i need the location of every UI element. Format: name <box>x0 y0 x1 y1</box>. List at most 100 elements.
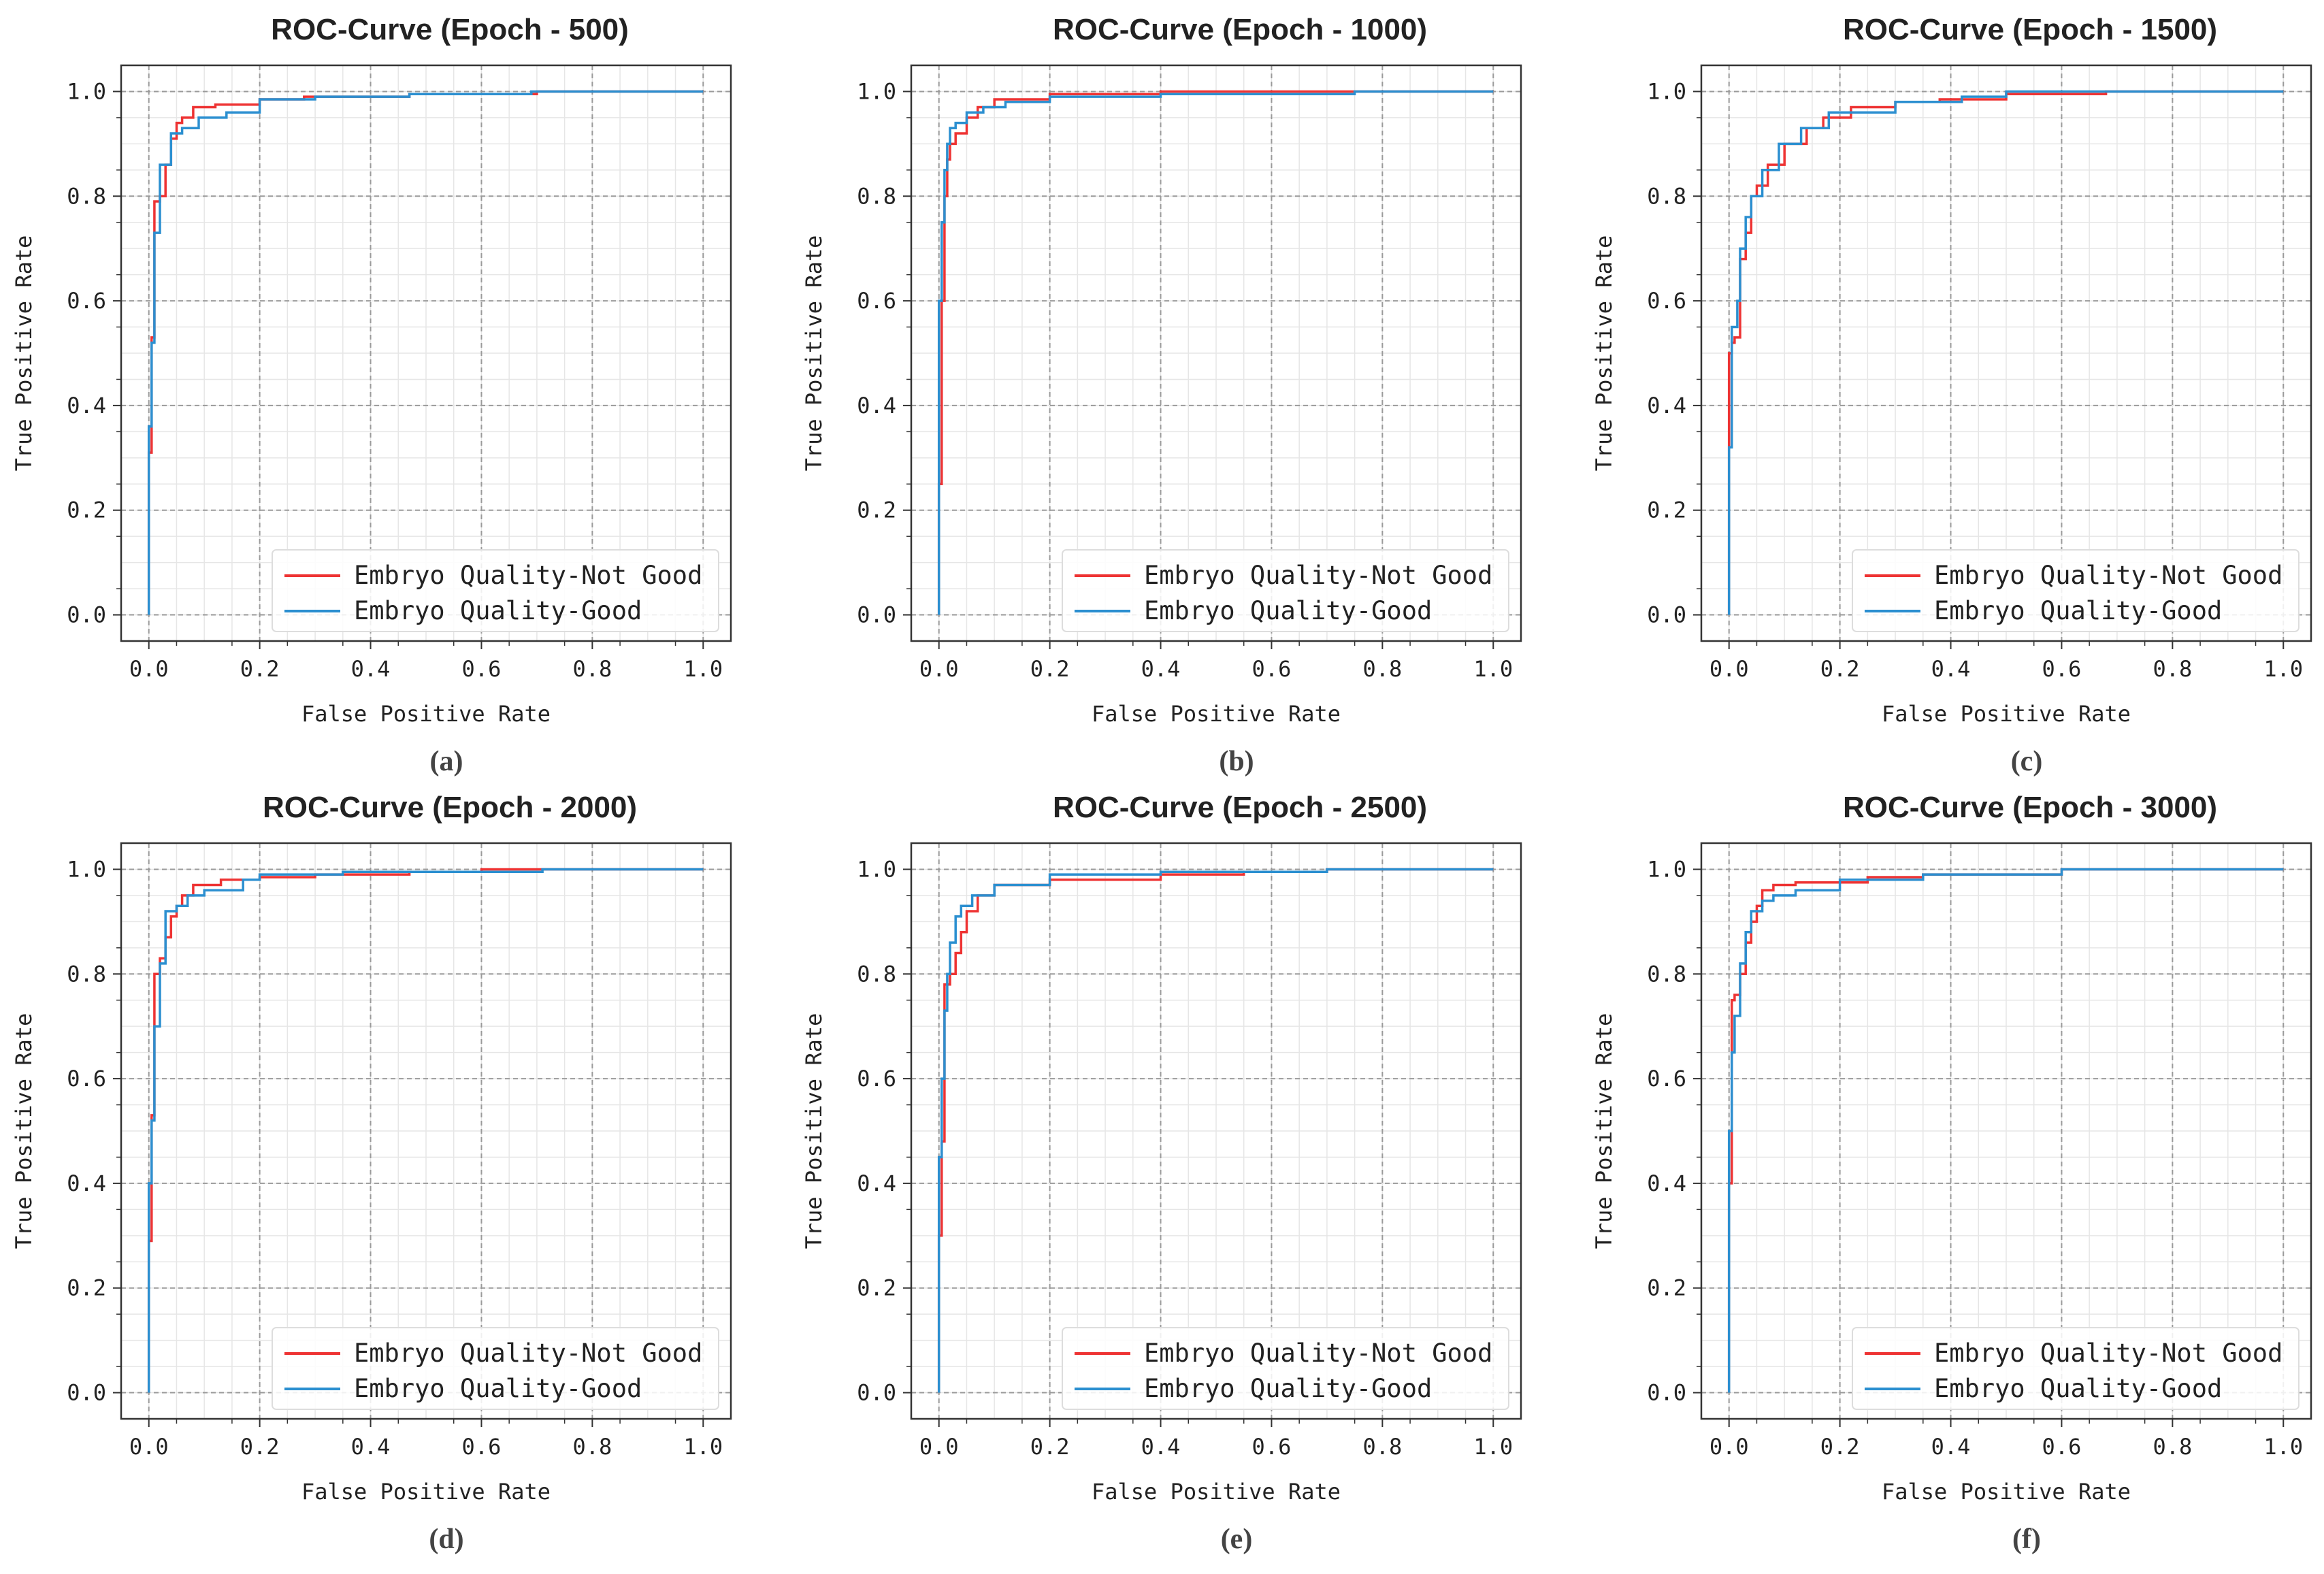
x-tick-label: 0.0 <box>129 1434 169 1460</box>
panel-caption: (a) <box>430 746 463 777</box>
y-tick-label: 0.6 <box>857 288 896 314</box>
y-tick-label: 0.0 <box>857 1380 896 1406</box>
x-axis-label: False Positive Rate <box>1092 1479 1341 1505</box>
x-tick-label: 0.8 <box>572 656 612 682</box>
y-tick-label: 0.0 <box>1647 1380 1686 1406</box>
x-tick-label: 0.0 <box>1709 656 1749 682</box>
chart-title: ROC-Curve (Epoch - 1000) <box>1053 13 1427 46</box>
legend-label-good: Embryo Quality-Good <box>1934 596 2222 625</box>
y-tick-label: 0.4 <box>1647 393 1686 419</box>
legend-label-not-good: Embryo Quality-Not Good <box>1934 561 2282 590</box>
x-tick-label: 0.4 <box>1141 1434 1181 1460</box>
roc-line-good <box>147 868 704 1393</box>
legend-box <box>272 1327 719 1410</box>
y-tick-label: 0.8 <box>67 961 106 987</box>
y-axis-label: True Positive Rate <box>1591 235 1617 472</box>
y-tick-label: 1.0 <box>67 78 106 104</box>
roc-line-good <box>1727 868 2284 1393</box>
x-tick-label: 1.0 <box>683 1434 723 1460</box>
panel-caption: (e) <box>1221 1524 1253 1555</box>
legend-label-good: Embryo Quality-Good <box>1934 1374 2222 1403</box>
x-tick-label: 1.0 <box>2263 656 2303 682</box>
chart-title: ROC-Curve (Epoch - 1500) <box>1843 13 2217 46</box>
chart-panel-6: 0.0 0.2 0.4 0.6 0.8 1.0 0.0 0.2 0.4 0.6 0.8 1.0 ROC-… <box>1591 791 2312 1555</box>
y-tick-label: 0.6 <box>67 1066 106 1092</box>
x-tick-label: 0.4 <box>1141 656 1181 682</box>
axes-frame <box>910 64 1522 642</box>
x-axis-label: False Positive Rate <box>301 701 551 727</box>
legend: Embryo Quality-Not Good Embryo Quality-Go… <box>1062 1327 1509 1410</box>
y-tick-label: 0.8 <box>1647 183 1686 209</box>
legend: Embryo Quality-Not Good Embryo Quality-Go… <box>1062 549 1509 632</box>
x-tick-label: 0.4 <box>351 1434 391 1460</box>
x-tick-label: 0.4 <box>1931 1434 1971 1460</box>
y-axis-label: True Positive Rate <box>11 1013 37 1249</box>
y-tick-label: 0.6 <box>857 1066 896 1092</box>
x-tick-label: 1.0 <box>2263 1434 2303 1460</box>
chart-title: ROC-Curve (Epoch - 2000) <box>263 791 637 824</box>
y-tick-label: 1.0 <box>857 78 896 104</box>
legend-label-not-good: Embryo Quality-Not Good <box>1934 1339 2282 1368</box>
x-axis-label: False Positive Rate <box>1882 1479 2131 1505</box>
x-tick-label: 0.6 <box>462 656 502 682</box>
chart-panel-2: 0.0 0.2 0.4 0.6 0.8 1.0 0.0 0.2 0.4 0.6 0.8 1.0 ROC-… <box>801 13 1522 777</box>
legend: Embryo Quality-Not Good Embryo Quality-Go… <box>272 1327 719 1410</box>
y-tick-label: 0.8 <box>857 961 896 987</box>
y-tick-label: 0.2 <box>1647 497 1686 523</box>
y-tick-label: 0.4 <box>1647 1170 1686 1196</box>
y-tick-label: 0.2 <box>67 497 106 523</box>
chart-title: ROC-Curve (Epoch - 500) <box>271 13 629 46</box>
y-tick-label: 0.2 <box>857 1275 896 1301</box>
legend-label-good: Embryo Quality-Good <box>354 1374 642 1403</box>
y-tick-label: 0.0 <box>67 602 106 628</box>
legend-label-not-good: Embryo Quality-Not Good <box>1144 561 1492 590</box>
x-tick-label: 0.4 <box>351 656 391 682</box>
roc-line-good <box>1727 90 2284 615</box>
y-axis-label: True Positive Rate <box>1591 1013 1617 1249</box>
x-tick-label: 0.2 <box>1030 1434 1070 1460</box>
axes-frame <box>910 842 1522 1420</box>
y-axis-label: True Positive Rate <box>801 235 827 472</box>
x-tick-label: 0.8 <box>2153 656 2192 682</box>
y-tick-label: 1.0 <box>857 856 896 882</box>
legend-box <box>1062 1327 1509 1410</box>
x-tick-label: 0.0 <box>1709 1434 1749 1460</box>
panel-caption: (f) <box>2012 1524 2041 1555</box>
legend: Embryo Quality-Not Good Embryo Quality-Go… <box>1852 1327 2300 1410</box>
x-tick-label: 0.6 <box>2042 1434 2082 1460</box>
x-tick-label: 1.0 <box>1473 1434 1513 1460</box>
x-tick-label: 0.0 <box>129 656 169 682</box>
legend-label-good: Embryo Quality-Good <box>1144 596 1432 625</box>
x-tick-label: 0.2 <box>1820 656 1860 682</box>
x-tick-label: 0.4 <box>1931 656 1971 682</box>
x-tick-label: 0.8 <box>1362 1434 1402 1460</box>
axes-frame <box>1700 64 2312 642</box>
legend-box <box>272 549 719 632</box>
x-tick-label: 0.8 <box>1362 656 1402 682</box>
x-tick-label: 0.6 <box>2042 656 2082 682</box>
chart-panel-4: 0.0 0.2 0.4 0.6 0.8 1.0 0.0 0.2 0.4 0.6 0.8 1.0 ROC-… <box>11 791 732 1555</box>
roc-line-not-good <box>1727 868 2284 1393</box>
y-tick-label: 0.4 <box>67 1170 106 1196</box>
panel-caption: (c) <box>2011 746 2043 777</box>
y-axis-label: True Positive Rate <box>11 235 37 472</box>
roc-line-not-good <box>937 868 1494 1393</box>
y-tick-label: 0.0 <box>67 1380 106 1406</box>
x-axis-label: False Positive Rate <box>1882 701 2131 727</box>
x-tick-label: 0.8 <box>572 1434 612 1460</box>
x-tick-label: 0.6 <box>1252 1434 1292 1460</box>
roc-line-good <box>937 90 1494 615</box>
chart-panel-3: 0.0 0.2 0.4 0.6 0.8 1.0 0.0 0.2 0.4 0.6 0.8 1.0 ROC-… <box>1591 13 2312 777</box>
y-tick-label: 0.2 <box>857 497 896 523</box>
legend-label-not-good: Embryo Quality-Not Good <box>1144 1339 1492 1368</box>
y-tick-label: 0.8 <box>1647 961 1686 987</box>
y-tick-label: 0.6 <box>67 288 106 314</box>
legend: Embryo Quality-Not Good Embryo Quality-Go… <box>1852 549 2300 632</box>
x-tick-label: 1.0 <box>683 656 723 682</box>
y-tick-label: 0.0 <box>1647 602 1686 628</box>
y-tick-label: 0.2 <box>67 1275 106 1301</box>
y-tick-label: 1.0 <box>67 856 106 882</box>
x-tick-label: 0.8 <box>2153 1434 2192 1460</box>
x-tick-label: 0.6 <box>1252 656 1292 682</box>
